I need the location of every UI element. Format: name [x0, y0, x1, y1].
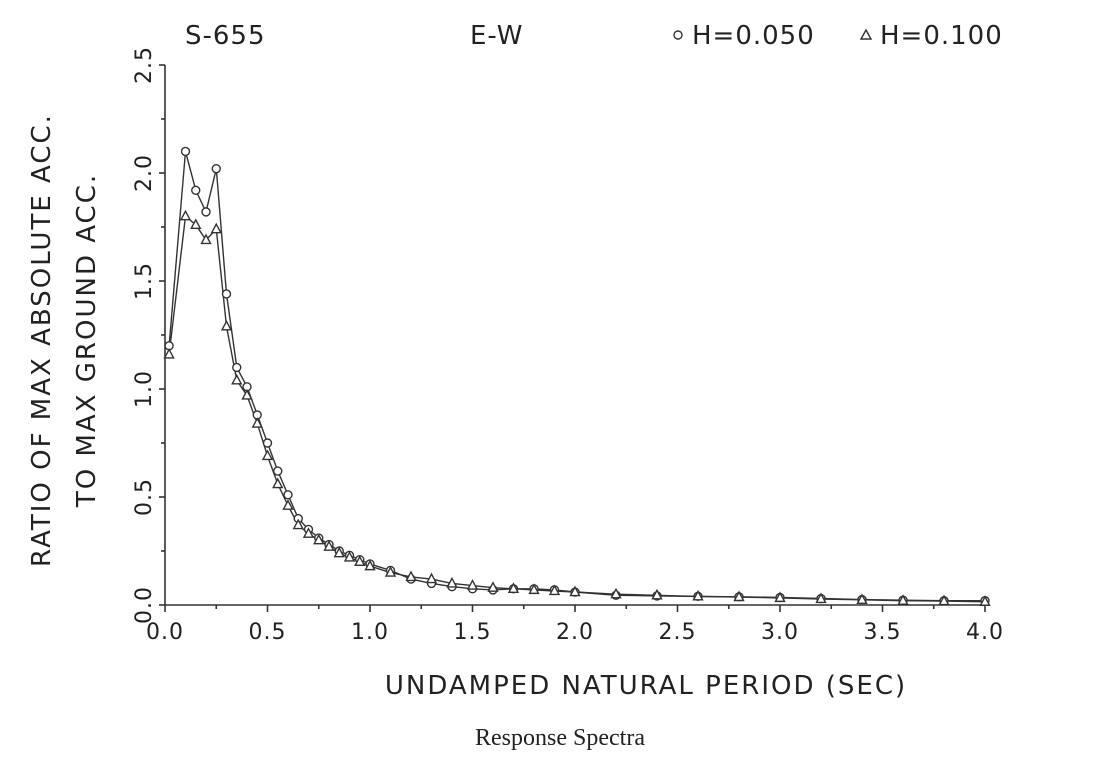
data-point-triangle — [507, 582, 520, 593]
y-axis-title-line1: RATIO OF MAX ABSOLUTE ACC. — [27, 113, 57, 567]
data-point-triangle — [364, 559, 376, 571]
data-point-triangle — [282, 499, 294, 510]
data-point-triangle — [446, 576, 458, 588]
data-point-triangle — [231, 373, 243, 385]
data-point-triangle — [610, 587, 622, 599]
data-point-circle — [201, 207, 211, 217]
y-axis-title-line2: TO MAX GROUND ACC. — [72, 173, 102, 508]
x-tick-label: 1.0 — [351, 620, 389, 645]
x-tick-label: 3.0 — [761, 620, 799, 645]
series-group — [163, 146, 991, 606]
data-point-circle — [211, 163, 221, 174]
legend-circle-marker — [673, 30, 683, 40]
data-point-triangle — [405, 570, 417, 582]
data-point-triangle — [528, 583, 540, 595]
y-tick-label: 2.0 — [132, 154, 157, 192]
data-point-triangle — [466, 579, 479, 590]
legend-triangle-marker — [859, 28, 873, 40]
x-tick-label: 1.5 — [454, 620, 492, 645]
data-point-triangle — [200, 233, 212, 245]
data-point-triangle — [333, 546, 345, 558]
legend-label-series-2: H=0.100 — [880, 21, 1003, 51]
data-point-triangle — [938, 594, 950, 606]
data-point-triangle — [343, 550, 356, 562]
data-point-triangle — [856, 593, 868, 605]
x-tick-label: 0.5 — [249, 620, 287, 645]
data-point-triangle — [241, 388, 253, 400]
data-point-circle — [221, 289, 232, 299]
data-point-triangle — [302, 527, 315, 538]
x-tick-label: 2.5 — [659, 620, 697, 645]
data-point-triangle — [292, 518, 304, 530]
station-label: S-655 — [185, 21, 266, 51]
data-point-triangle — [163, 347, 175, 359]
series-line-1 — [168, 151, 985, 602]
data-point-triangle — [220, 319, 233, 331]
data-point-triangle — [251, 417, 263, 428]
legend: H=0.050 H=0.100 — [673, 21, 1003, 51]
data-point-triangle — [354, 555, 366, 566]
data-point-circle — [232, 362, 242, 373]
legend-label-series-1: H=0.050 — [692, 21, 815, 51]
y-tick-label: 1.5 — [132, 262, 157, 300]
series-line-2 — [168, 214, 986, 603]
x-tick-label: 0.0 — [146, 620, 184, 645]
data-point-triangle — [692, 589, 704, 601]
data-point-triangle — [651, 588, 663, 600]
y-tick-label: 0.0 — [132, 586, 157, 624]
data-point-circle — [180, 146, 191, 157]
data-point-circle — [273, 466, 283, 476]
x-tick-label: 2.0 — [556, 620, 594, 645]
data-point-triangle — [179, 209, 192, 221]
data-point-triangle — [774, 591, 786, 603]
data-point-triangle — [425, 572, 438, 584]
y-tick-label: 2.5 — [132, 46, 157, 84]
x-axis-title: UNDAMPED NATURAL PERIOD (SEC) — [385, 671, 907, 701]
data-point-triangle — [548, 584, 561, 596]
data-point-triangle — [979, 595, 991, 606]
data-point-circle — [262, 438, 273, 448]
y-tick-label: 1.0 — [132, 370, 157, 408]
data-point-triangle — [261, 449, 274, 461]
data-point-triangle — [815, 592, 827, 604]
x-tick-label: 4.0 — [966, 620, 1004, 645]
component-label: E-W — [470, 21, 523, 51]
data-point-circle — [191, 185, 201, 195]
data-point-triangle — [190, 218, 202, 230]
figure-caption: Response Spectra — [475, 725, 645, 751]
data-point-triangle — [384, 566, 397, 577]
tick-group: 0.0 0.5 1.0 1.5 2.0 2.5 3.0 3.5 4.0 0.0 0.5 1.0 1.5 2… — [132, 46, 1004, 645]
x-tick-label: 3.5 — [864, 620, 902, 645]
data-point-triangle — [210, 222, 222, 234]
data-point-triangle — [569, 585, 581, 597]
data-point-triangle — [313, 533, 325, 545]
data-point-circle — [283, 490, 293, 500]
data-point-triangle — [897, 594, 909, 605]
data-point-triangle — [323, 540, 335, 551]
data-point-triangle — [272, 477, 284, 489]
y-tick-label: 0.5 — [132, 478, 157, 516]
data-point-triangle — [733, 590, 745, 602]
data-point-triangle — [487, 581, 499, 592]
